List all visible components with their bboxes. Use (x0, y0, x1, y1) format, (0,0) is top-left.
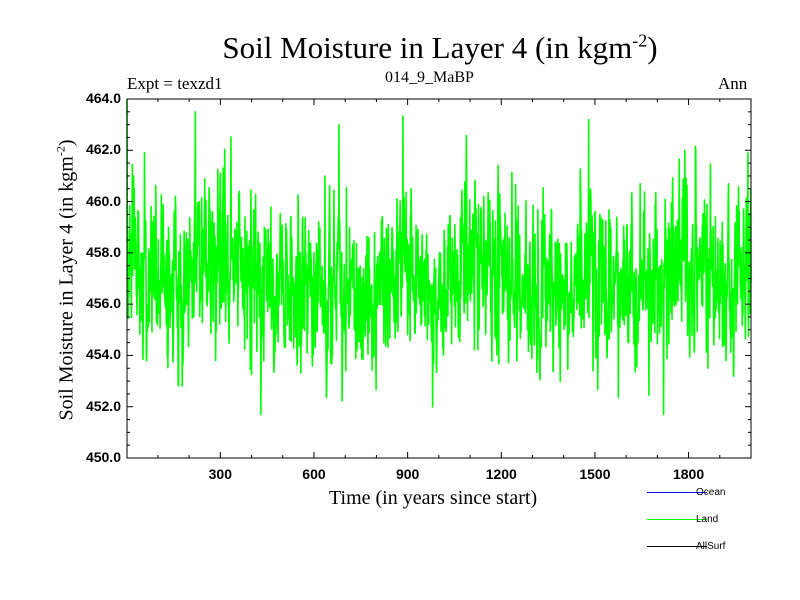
x-tick-label: 900 (395, 466, 420, 482)
x-axis-label: Time (in years since start) (329, 487, 538, 509)
y-tick-label: 450.0 (85, 449, 121, 465)
legend-line-ocean (647, 492, 707, 493)
legend-line-allsurf (647, 546, 707, 547)
y-axis-label: Soil Moisture in Layer 4 (in kgm-2) (53, 139, 78, 421)
y-tick-label: 460.0 (85, 192, 121, 209)
y-tick-label: 454.0 (85, 346, 121, 363)
x-tick-label: 1200 (485, 466, 517, 482)
y-tick-label: 464.0 (85, 90, 121, 106)
y-tick-label: 458.0 (85, 243, 121, 260)
legend-label-land: Land (696, 514, 719, 525)
chart-title: Soil Moisture in Layer 4 (in kgm-2) (222, 30, 658, 65)
legend-label-allsurf: AllSurf (696, 541, 726, 552)
legend-line-land (647, 519, 707, 520)
legend-label-ocean: Ocean (696, 487, 726, 498)
x-tick-label: 600 (302, 466, 326, 482)
y-tick-label: 462.0 (85, 141, 121, 158)
x-tick-label: 1800 (672, 466, 705, 482)
y-tick-label: 452.0 (85, 397, 121, 414)
x-tick-label: 1500 (579, 466, 611, 482)
x-tick-label: 300 (208, 466, 232, 482)
period-label: 014_9_MaBP (385, 69, 474, 86)
y-tick-label: 456.0 (85, 295, 121, 312)
experiment-label: Expt = texzd1 (127, 74, 223, 93)
land-series-line (126, 98, 752, 416)
season-label: Ann (718, 74, 748, 93)
